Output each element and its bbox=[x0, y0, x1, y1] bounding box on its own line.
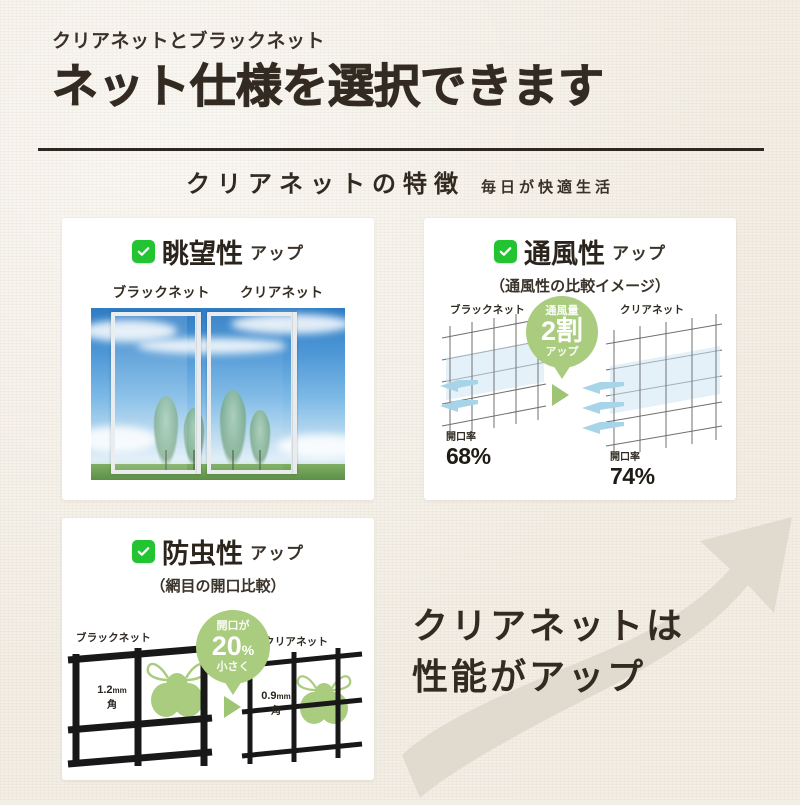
left-aperture-rate: 開口率 68% bbox=[446, 428, 491, 470]
card-view-title-main: 眺望性 bbox=[162, 239, 243, 269]
right-mesh-shape: 角 bbox=[271, 706, 281, 717]
page-title: ネット仕様を選択できます bbox=[51, 60, 604, 112]
ventilation-badge: 通風量 2割 アップ bbox=[526, 296, 598, 368]
badge-value-number: 20 bbox=[211, 631, 242, 661]
upward-curved-arrow-icon bbox=[400, 505, 800, 800]
card-bug-subtitle: （網目の開口比較） bbox=[150, 578, 286, 595]
left-mesh-shape: 角 bbox=[107, 700, 117, 711]
badge-value: 2割 bbox=[540, 316, 584, 346]
mesh-grids-svg bbox=[440, 310, 723, 456]
play-triangle-icon bbox=[552, 384, 569, 406]
badge-value: 20% bbox=[212, 633, 255, 660]
card-vent-title: 通風性 アップ bbox=[424, 232, 736, 271]
bottom-copy-line1: クリアネットは bbox=[412, 605, 686, 646]
card-view-title: 眺望性 アップ bbox=[62, 232, 374, 271]
badge-top-text: 開口が bbox=[216, 620, 250, 632]
right-mesh-size: 0.9mm 角 bbox=[254, 690, 298, 717]
card-vent-title-main: 通風性 bbox=[524, 239, 605, 269]
right-rate-caption: 開口率 bbox=[610, 452, 640, 463]
window-view-photo bbox=[91, 308, 345, 480]
insect-mesh-svg bbox=[67, 644, 363, 768]
card-bug-title-suffix: アップ bbox=[250, 544, 304, 563]
badge-bottom-text: 小さく bbox=[216, 661, 250, 673]
bottom-copy: クリアネットは 性能がアップ bbox=[412, 600, 782, 702]
header-divider bbox=[38, 148, 764, 151]
insect-badge: 開口が 20% 小さく bbox=[196, 610, 270, 684]
badge-top-text: 通風量 bbox=[545, 305, 579, 317]
label-black-net: ブラックネット bbox=[112, 285, 210, 300]
card-bug-title-main: 防虫性 bbox=[162, 539, 243, 569]
card-view-title-suffix: アップ bbox=[250, 244, 304, 263]
page-header: クリアネットとブラックネット ネット仕様を選択できます bbox=[0, 0, 800, 111]
badge-value-unit: % bbox=[241, 642, 255, 658]
label-black-net: ブラックネット bbox=[450, 304, 525, 316]
section-subtitle: クリアネットの特徴 毎日が快適生活 bbox=[0, 164, 800, 199]
left-mesh-size: 1.2mm 角 bbox=[88, 684, 136, 711]
label-clear-net: クリアネット bbox=[239, 285, 324, 300]
play-triangle-icon bbox=[224, 696, 241, 718]
card-view: 眺望性 アップ ブラックネット クリアネット bbox=[62, 218, 374, 500]
bottom-copy-line2: 性能がアップ bbox=[412, 656, 647, 698]
card-ventilation: 通風性 アップ （通風性の比較イメージ） ブラックネット クリアネット bbox=[424, 218, 736, 500]
right-mesh-value: 0.9 bbox=[261, 690, 277, 702]
card-vent-title-suffix: アップ bbox=[612, 244, 666, 263]
badge-bottom-text: アップ bbox=[545, 346, 579, 358]
card-insect: 防虫性 アップ （網目の開口比較） ブラックネット クリアネット bbox=[62, 518, 374, 780]
label-black-net: ブラックネット bbox=[76, 632, 151, 644]
card-vent-subtitle: （通風性の比較イメージ） bbox=[490, 278, 670, 295]
left-mesh-unit: mm bbox=[112, 686, 127, 695]
insect-diagram: ブラックネット クリアネット bbox=[62, 596, 374, 776]
left-mesh-value: 1.2 bbox=[97, 684, 113, 696]
header-kicker: クリアネットとブラックネット bbox=[52, 31, 326, 52]
left-rate-value: 68% bbox=[446, 443, 491, 469]
right-aperture-rate: 開口率 74% bbox=[610, 448, 655, 490]
section-title: クリアネットの特徴 bbox=[185, 171, 465, 198]
card-bug-title: 防虫性 アップ bbox=[62, 532, 374, 571]
right-rate-value: 74% bbox=[610, 463, 655, 489]
label-clear-net: クリアネット bbox=[620, 304, 685, 316]
label-clear-net: クリアネット bbox=[264, 636, 329, 648]
check-square-icon bbox=[494, 240, 517, 263]
ventilation-diagram: ブラックネット クリアネット bbox=[424, 296, 736, 496]
check-square-icon bbox=[132, 240, 155, 263]
left-rate-caption: 開口率 bbox=[446, 432, 476, 443]
check-square-icon bbox=[132, 540, 155, 563]
right-mesh-unit: mm bbox=[276, 692, 291, 701]
card-view-net-labels: ブラックネット クリアネット bbox=[62, 281, 374, 301]
section-tagline: 毎日が快適生活 bbox=[480, 179, 614, 196]
